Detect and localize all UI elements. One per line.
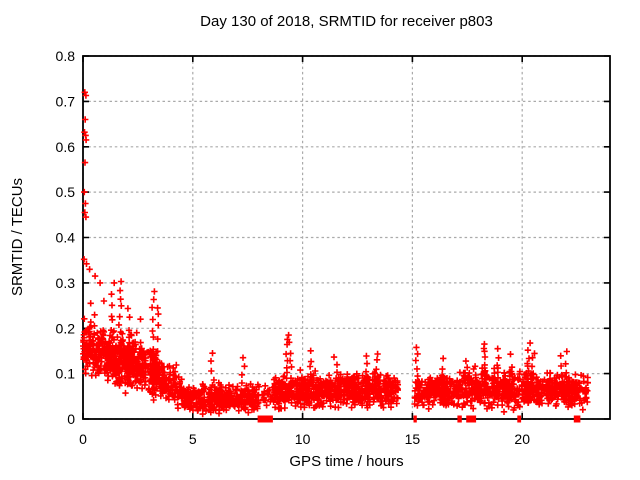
x-tick-labels: 0 5 10 15 20 (79, 431, 530, 447)
y-tick-label: 0.1 (56, 366, 76, 382)
y-tick-label: 0 (67, 411, 75, 427)
y-tick-label: 0.5 (56, 184, 76, 200)
scatter-points (80, 89, 591, 418)
x-tick-label: 20 (514, 431, 530, 447)
y-tick-labels: 0 0.1 0.2 0.3 0.4 0.5 0.6 0.7 0.8 (56, 48, 76, 427)
x-axis-label: GPS time / hours (289, 453, 404, 470)
x-tick-label: 10 (295, 431, 311, 447)
y-tick-label: 0.7 (56, 93, 76, 109)
chart-title: Day 130 of 2018, SRMTID for receiver p80… (200, 13, 493, 30)
y-tick-label: 0.8 (56, 48, 76, 64)
y-tick-label: 0.4 (56, 230, 76, 246)
y-tick-label: 0.6 (56, 139, 76, 155)
x-tick-label: 5 (189, 431, 197, 447)
y-tick-label: 0.2 (56, 320, 76, 336)
x-tick-label: 0 (79, 431, 87, 447)
y-axis-label: SRMTID / TECUs (9, 177, 26, 297)
y-tick-label: 0.3 (56, 275, 76, 291)
x-tick-label: 15 (405, 431, 421, 447)
